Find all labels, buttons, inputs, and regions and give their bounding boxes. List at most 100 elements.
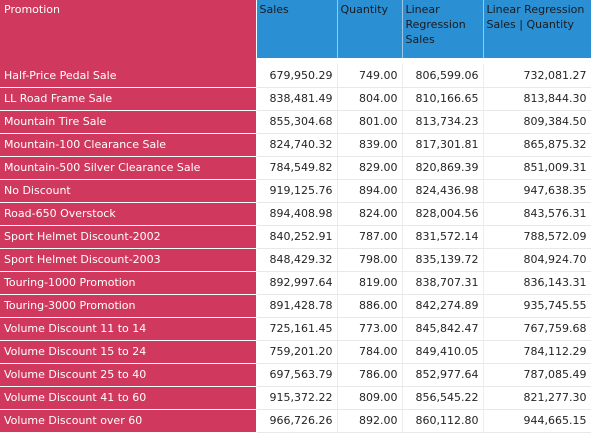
cell-sales: 892,997.64 — [256, 271, 338, 295]
cell-quantity: 894.00 — [337, 179, 403, 203]
cell-linear-regression-sales: 849,410.05 — [402, 340, 484, 364]
table-row[interactable]: Volume Discount over 60 966,726.26 892.00 8… — [0, 409, 592, 433]
cell-promotion: Volume Discount 15 to 24 — [0, 340, 257, 364]
cell-promotion: Touring-1000 Promotion — [0, 271, 257, 295]
cell-promotion: Volume Discount 11 to 14 — [0, 317, 257, 341]
cell-linear-regression-sales: 813,734.23 — [402, 110, 484, 134]
cell-linear-regression-sales: 852,977.64 — [402, 363, 484, 387]
cell-promotion: Volume Discount 41 to 60 — [0, 386, 257, 410]
cell-quantity: 749.00 — [337, 64, 403, 88]
table-body: Half-Price Pedal Sale 679,950.29 749.00 806… — [0, 58, 592, 433]
column-header-promotion[interactable]: Promotion — [0, 0, 257, 58]
table-row[interactable]: Touring-3000 Promotion 891,428.78 886.00 84… — [0, 294, 592, 318]
cell-promotion: LL Road Frame Sale — [0, 87, 257, 111]
cell-linear-regression-sales-quantity: 804,924.70 — [483, 248, 592, 272]
cell-linear-regression-sales-quantity: 947,638.35 — [483, 179, 592, 203]
table-row[interactable]: Mountain-100 Clearance Sale 824,740.32 839… — [0, 133, 592, 157]
cell-linear-regression-sales: 845,842.47 — [402, 317, 484, 341]
table-row[interactable]: Mountain Tire Sale 855,304.68 801.00 813,73… — [0, 110, 592, 134]
cell-sales: 966,726.26 — [256, 409, 338, 433]
cell-promotion: Half-Price Pedal Sale — [0, 64, 257, 88]
cell-sales: 848,429.32 — [256, 248, 338, 272]
table-row[interactable]: Mountain-500 Silver Clearance Sale 784,54… — [0, 156, 592, 180]
cell-sales: 725,161.45 — [256, 317, 338, 341]
cell-quantity: 787.00 — [337, 225, 403, 249]
cell-quantity: 829.00 — [337, 156, 403, 180]
cell-linear-regression-sales: 842,274.89 — [402, 294, 484, 318]
cell-promotion: Volume Discount over 60 — [0, 409, 257, 433]
cell-linear-regression-sales: 831,572.14 — [402, 225, 484, 249]
table-row[interactable]: Volume Discount 11 to 14 725,161.45 773.00… — [0, 317, 592, 341]
cell-sales: 679,950.29 — [256, 64, 338, 88]
cell-sales: 697,563.79 — [256, 363, 338, 387]
table-row[interactable]: Sport Helmet Discount-2002 840,252.91 787.… — [0, 225, 592, 249]
cell-linear-regression-sales-quantity: 767,759.68 — [483, 317, 592, 341]
cell-linear-regression-sales-quantity: 809,384.50 — [483, 110, 592, 134]
cell-linear-regression-sales-quantity: 836,143.31 — [483, 271, 592, 295]
cell-quantity: 773.00 — [337, 317, 403, 341]
table-row[interactable]: Road-650 Overstock 894,408.98 824.00 828,00… — [0, 202, 592, 226]
cell-sales: 919,125.76 — [256, 179, 338, 203]
cell-promotion: Volume Discount 25 to 40 — [0, 363, 257, 387]
cell-sales: 784,549.82 — [256, 156, 338, 180]
cell-quantity: 892.00 — [337, 409, 403, 433]
cell-linear-regression-sales-quantity: 813,844.30 — [483, 87, 592, 111]
cell-sales: 891,428.78 — [256, 294, 338, 318]
cell-promotion: Road-650 Overstock — [0, 202, 257, 226]
cell-linear-regression-sales: 824,436.98 — [402, 179, 484, 203]
cell-promotion: Touring-3000 Promotion — [0, 294, 257, 318]
cell-sales: 840,252.91 — [256, 225, 338, 249]
table-row[interactable]: Sport Helmet Discount-2003 848,429.32 798.… — [0, 248, 592, 272]
table-row[interactable]: LL Road Frame Sale 838,481.49 804.00 810,16… — [0, 87, 592, 111]
cell-quantity: 784.00 — [337, 340, 403, 364]
cell-linear-regression-sales-quantity: 944,665.15 — [483, 409, 592, 433]
cell-linear-regression-sales: 820,869.39 — [402, 156, 484, 180]
cell-sales: 759,201.20 — [256, 340, 338, 364]
cell-linear-regression-sales-quantity: 732,081.27 — [483, 64, 592, 88]
cell-linear-regression-sales-quantity: 851,009.31 — [483, 156, 592, 180]
cell-quantity: 839.00 — [337, 133, 403, 157]
table-row[interactable]: Volume Discount 41 to 60 915,372.22 809.00… — [0, 386, 592, 410]
cell-quantity: 886.00 — [337, 294, 403, 318]
cell-linear-regression-sales-quantity: 935,745.55 — [483, 294, 592, 318]
cell-quantity: 798.00 — [337, 248, 403, 272]
cell-linear-regression-sales: 817,301.81 — [402, 133, 484, 157]
table-row[interactable]: Touring-1000 Promotion 892,997.64 819.00 83… — [0, 271, 592, 295]
cell-linear-regression-sales: 838,707.31 — [402, 271, 484, 295]
cell-linear-regression-sales: 806,599.06 — [402, 64, 484, 88]
cell-quantity: 804.00 — [337, 87, 403, 111]
column-header-sales[interactable]: Sales — [256, 0, 338, 58]
table-row[interactable]: Half-Price Pedal Sale 679,950.29 749.00 806… — [0, 64, 592, 88]
cell-linear-regression-sales: 860,112.80 — [402, 409, 484, 433]
column-header-quantity[interactable]: Quantity — [337, 0, 403, 58]
gap-cell — [0, 58, 256, 64]
cell-quantity: 786.00 — [337, 363, 403, 387]
column-header-linear-regression-sales-quantity[interactable]: Linear Regression Sales | Quantity — [483, 0, 592, 58]
cell-quantity: 801.00 — [337, 110, 403, 134]
cell-linear-regression-sales: 856,545.22 — [402, 386, 484, 410]
cell-linear-regression-sales-quantity: 784,112.29 — [483, 340, 592, 364]
cell-linear-regression-sales-quantity: 865,875.32 — [483, 133, 592, 157]
right-margin — [591, 0, 603, 437]
cell-sales: 915,372.22 — [256, 386, 338, 410]
cell-sales: 894,408.98 — [256, 202, 338, 226]
cell-linear-regression-sales-quantity: 843,576.31 — [483, 202, 592, 226]
cell-linear-regression-sales: 828,004.56 — [402, 202, 484, 226]
cell-linear-regression-sales: 810,166.65 — [402, 87, 484, 111]
cell-sales: 855,304.68 — [256, 110, 338, 134]
column-header-linear-regression-sales[interactable]: Linear Regression Sales — [402, 0, 484, 58]
cell-linear-regression-sales: 835,139.72 — [402, 248, 484, 272]
cell-sales: 824,740.32 — [256, 133, 338, 157]
cell-quantity: 819.00 — [337, 271, 403, 295]
cell-promotion: Mountain-500 Silver Clearance Sale — [0, 156, 257, 180]
header-row: Promotion Sales Quantity Linear Regressi… — [0, 0, 592, 58]
table-row[interactable]: Volume Discount 25 to 40 697,563.79 786.00… — [0, 363, 592, 387]
table-row[interactable]: No Discount 919,125.76 894.00 824,436.98 947… — [0, 179, 592, 203]
cell-promotion: Mountain-100 Clearance Sale — [0, 133, 257, 157]
header-gap — [0, 58, 591, 64]
cell-sales: 838,481.49 — [256, 87, 338, 111]
cell-linear-regression-sales-quantity: 787,085.49 — [483, 363, 592, 387]
table-row[interactable]: Volume Discount 15 to 24 759,201.20 784.00… — [0, 340, 592, 364]
cell-promotion: Sport Helmet Discount-2003 — [0, 248, 257, 272]
cell-linear-regression-sales-quantity: 821,277.30 — [483, 386, 592, 410]
